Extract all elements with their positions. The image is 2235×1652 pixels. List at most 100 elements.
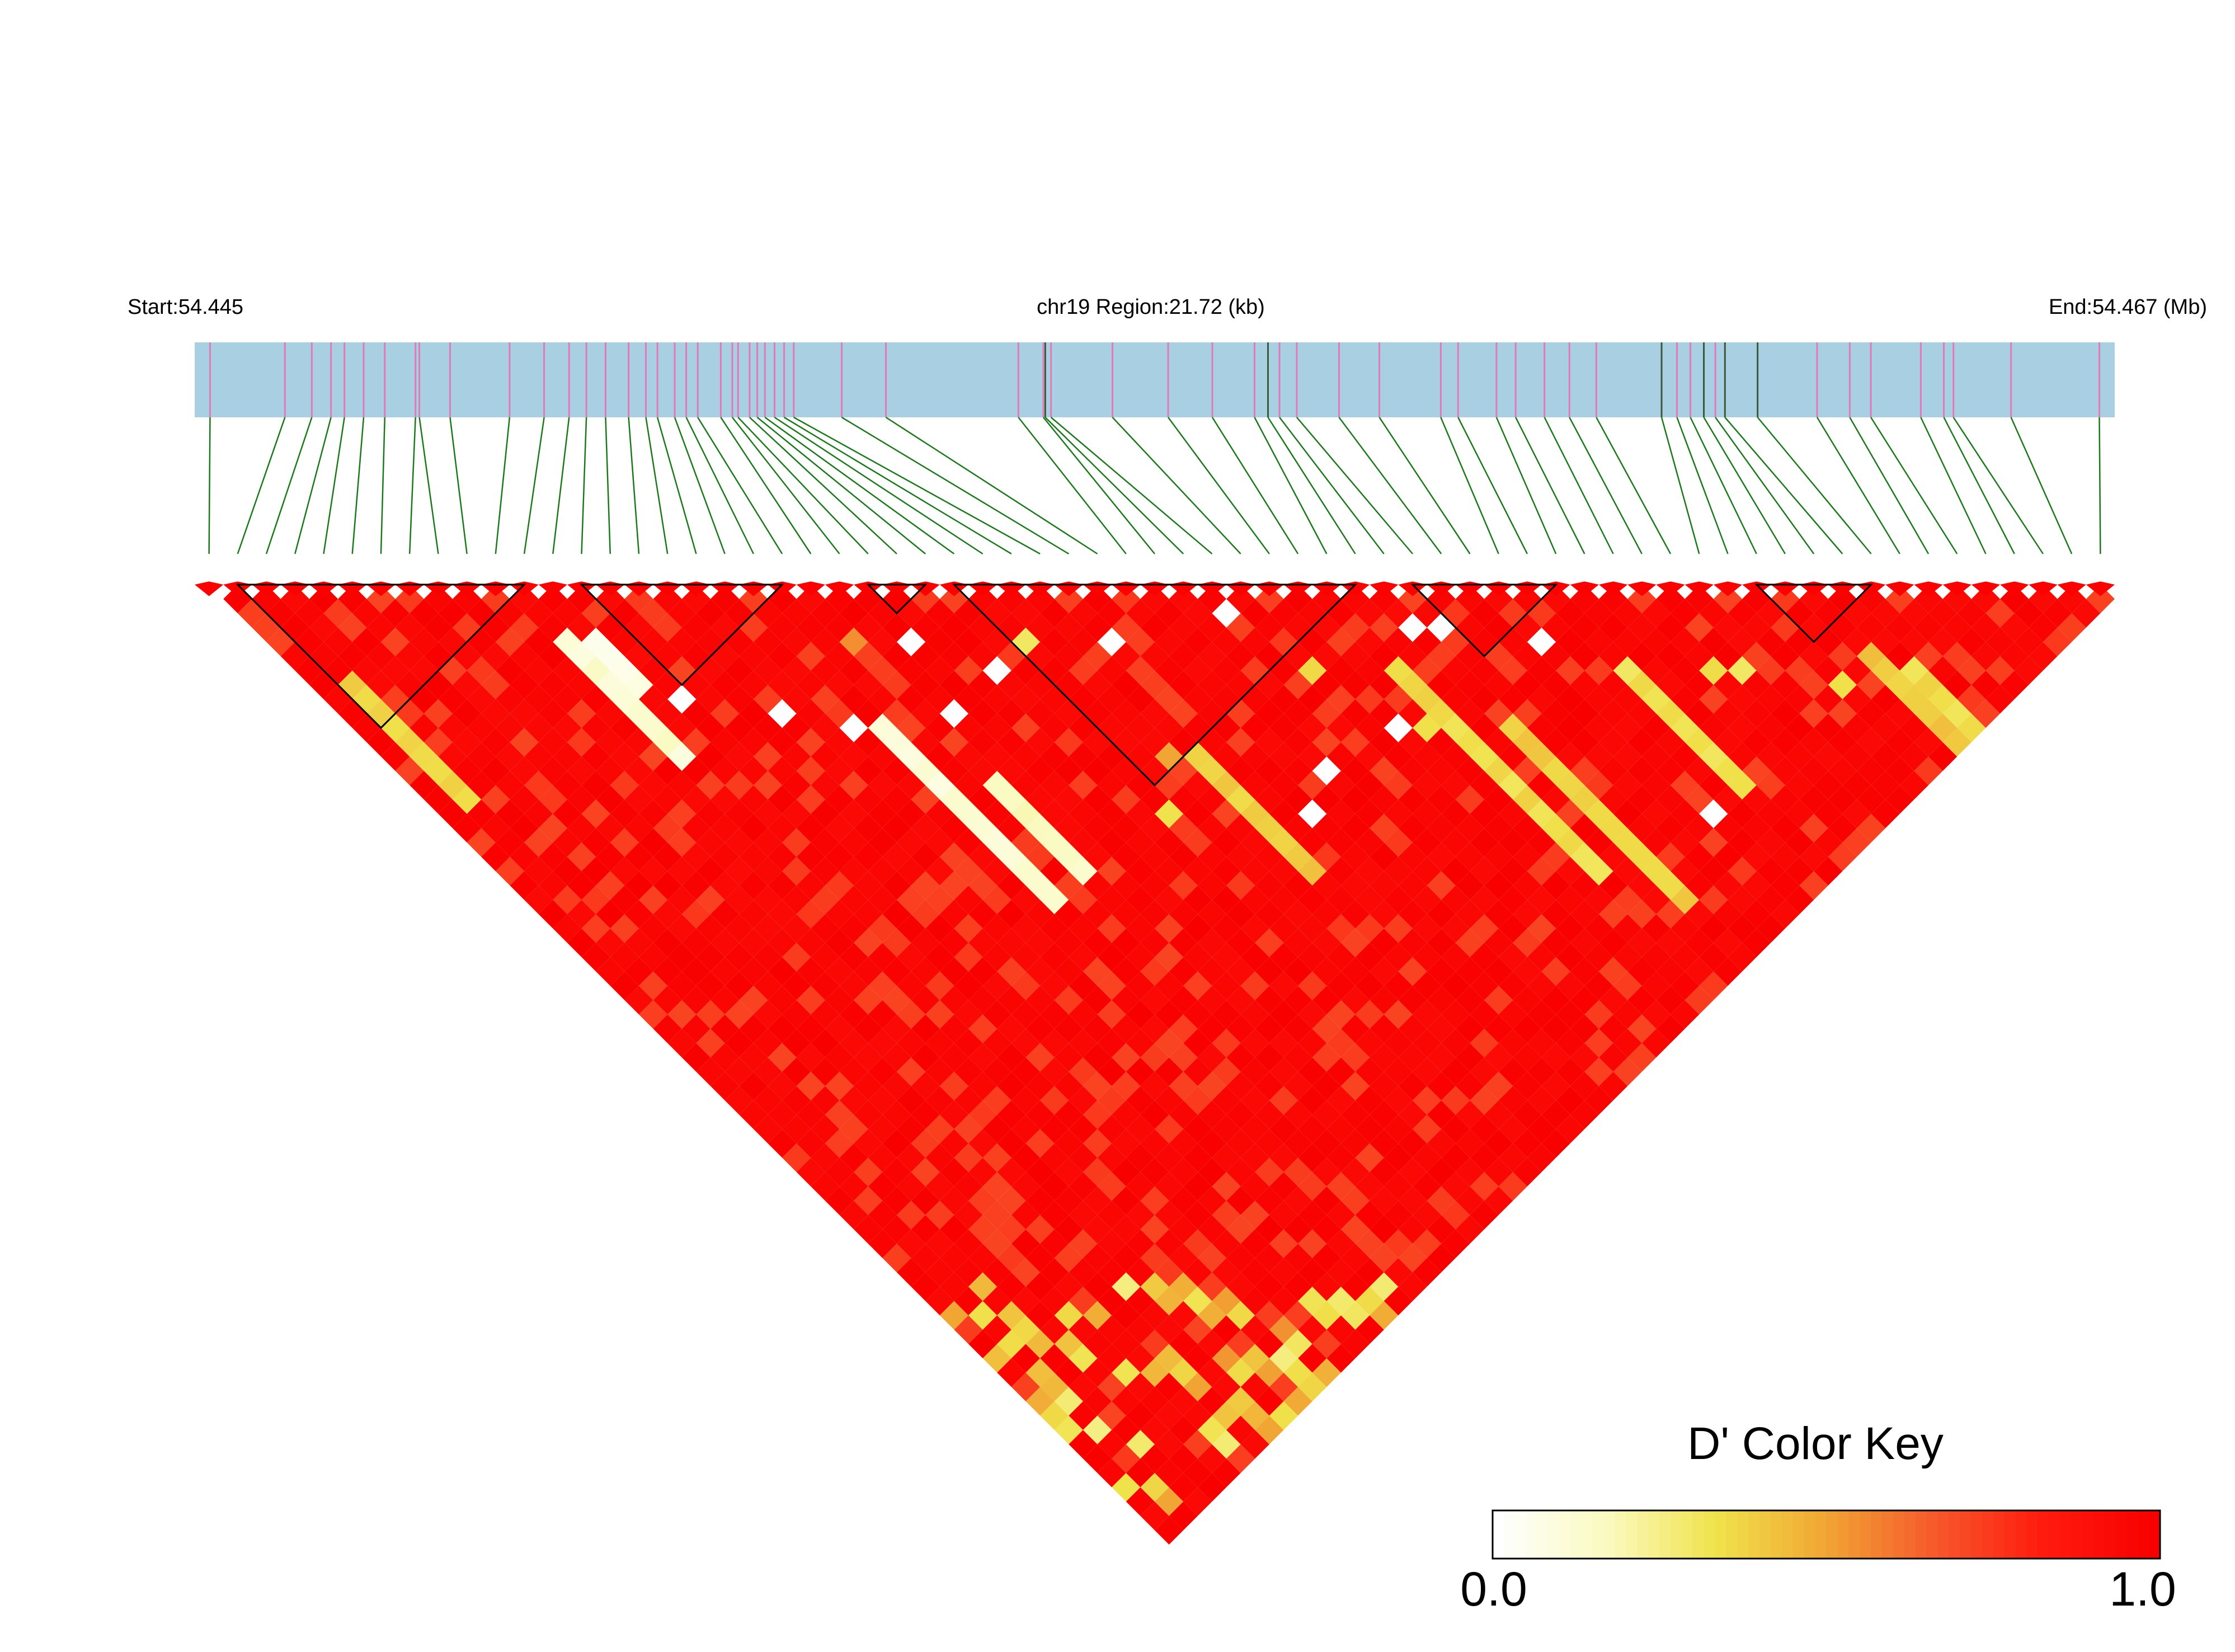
ld-cell [1140, 1415, 1169, 1444]
ld-cell [1899, 627, 1929, 657]
ld-diagonal-cell [739, 581, 768, 596]
ld-cell [667, 627, 697, 657]
ld-cell [1140, 1329, 1169, 1359]
ld-cell [1498, 770, 1527, 800]
ld-cell [1441, 685, 1470, 714]
ld-matrix [195, 581, 2115, 1545]
ld-cell [1212, 856, 1241, 886]
ld-cell [567, 785, 596, 814]
ld-cell [1484, 613, 1513, 642]
ld-cell [524, 656, 553, 685]
ld-cell [424, 670, 453, 699]
ld-cell [1226, 1043, 1255, 1072]
ld-cell [1771, 699, 1800, 728]
ld-cell [1025, 1100, 1055, 1129]
ld-cell [1842, 685, 1871, 714]
ld-cell [1025, 1387, 1055, 1416]
ld-cell [2029, 585, 2058, 614]
ld-cell [1298, 1114, 1327, 1143]
ld-cell [1685, 813, 1714, 843]
ld-cell [1742, 699, 1771, 728]
snp-connector [1018, 417, 1127, 554]
ld-cell [868, 1143, 897, 1173]
snp-connector [674, 417, 726, 554]
ld-cell [1455, 1157, 1485, 1187]
ld-cell [1413, 1086, 1442, 1115]
ld-cell [1355, 713, 1384, 742]
ld-cell [768, 1071, 797, 1101]
ld-cell [1226, 1272, 1255, 1301]
ld-cell [338, 613, 367, 642]
ld-cell [1699, 828, 1728, 857]
ld-cell [1570, 957, 1599, 986]
ld-cell [338, 585, 367, 614]
ld-cell [1097, 1286, 1126, 1316]
ld-cell [1656, 670, 1685, 699]
ld-cell [1169, 1301, 1198, 1330]
ld-cell [1441, 885, 1470, 915]
ld-cell [1899, 656, 1929, 685]
ld-cell [1427, 843, 1456, 872]
ld-cell [1069, 1344, 1098, 1373]
snp-connector [1296, 417, 1413, 554]
ld-cell [481, 642, 510, 671]
ld-cell [1527, 685, 1556, 714]
ld-cell [954, 1114, 983, 1143]
ld-diagonal-cell [252, 581, 281, 596]
ld-cell [1641, 1000, 1671, 1029]
ld-cell [1326, 856, 1356, 886]
ld-cell [1613, 856, 1642, 886]
color-key-swatch [2015, 1510, 2027, 1559]
ld-cell [553, 799, 582, 829]
ld-cell [1140, 728, 1169, 757]
ld-cell [1871, 799, 1900, 829]
ld-diagonal-cell [2086, 581, 2115, 596]
ld-cell [1155, 1000, 1184, 1029]
ld-cell [410, 599, 439, 628]
ld-cell [1355, 1086, 1384, 1115]
ld-cell [596, 928, 625, 957]
ld-cell [1226, 585, 1255, 614]
ld-cell [610, 856, 639, 886]
ld-cell [1513, 1129, 1542, 1158]
ld-cell [1527, 742, 1556, 771]
snp-connector [1495, 417, 1557, 554]
ld-cell [1398, 642, 1427, 671]
ld-cell [1226, 871, 1255, 900]
ld-cell [538, 871, 567, 900]
ld-cell [1097, 1172, 1126, 1201]
ld-cell [982, 1143, 1011, 1173]
ld-cell [1112, 1215, 1141, 1244]
ld-cell [1799, 613, 1828, 642]
ld-cell [1398, 928, 1427, 957]
ld-cell [1641, 799, 1671, 829]
ld-cell [1226, 1387, 1255, 1416]
color-key-swatch [1970, 1510, 1983, 1559]
ld-cell [1212, 971, 1241, 1000]
snp-connector [208, 417, 211, 554]
ld-cell [1828, 813, 1857, 843]
ld-cell [1212, 943, 1241, 972]
ld-cell [1899, 742, 1929, 771]
ld-cell [1641, 885, 1671, 915]
ld-cell [982, 1086, 1011, 1115]
ld-cell [1355, 828, 1384, 857]
ld-cell [997, 1301, 1026, 1330]
ld-cell [1856, 756, 1886, 785]
ld-cell [1427, 699, 1456, 728]
ld-cell [1656, 728, 1685, 757]
ld-cell [1355, 856, 1384, 886]
snp-connector [1690, 417, 1757, 554]
ld-cell [1656, 871, 1685, 900]
color-key-swatch [2071, 1510, 2083, 1559]
ld-cell [610, 770, 639, 800]
ld-cell [395, 642, 424, 671]
ld-cell [896, 1172, 926, 1201]
ld-cell [1384, 943, 1413, 972]
ld-diagonal-cell [1226, 581, 1255, 596]
ld-cell [1427, 785, 1456, 814]
ld-cell [1527, 914, 1556, 943]
ld-cell [280, 642, 309, 671]
ld-cell [1340, 1301, 1370, 1330]
ld-cell [1326, 770, 1356, 800]
